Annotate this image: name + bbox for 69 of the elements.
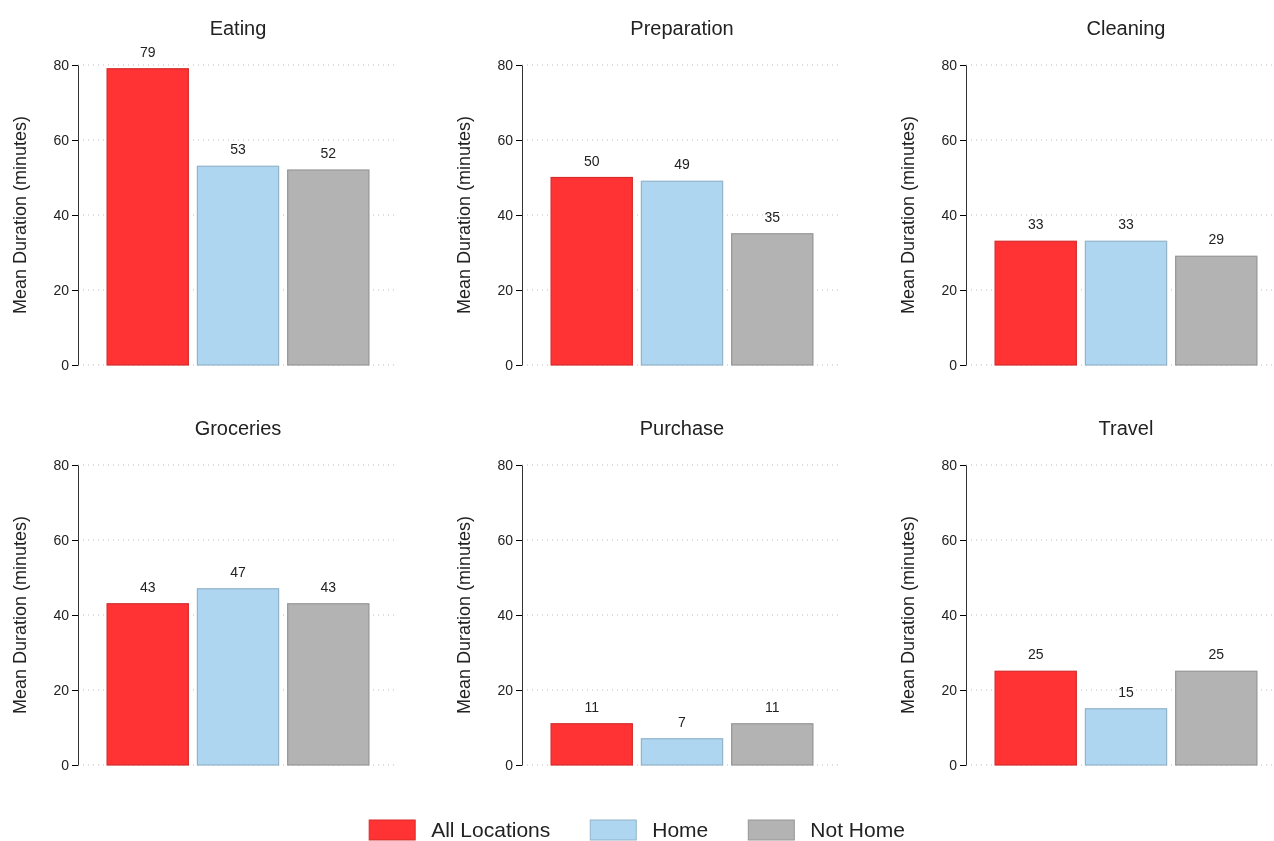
y-tick-label: 80 [53,456,70,473]
y-tick-label: 20 [497,281,514,298]
y-tick-label: 40 [497,606,514,623]
data-label: 25 [1027,646,1044,663]
y-tick-label: 0 [949,756,958,773]
data-label: 47 [230,563,246,580]
y-axis-title: Mean Duration (minutes) [454,115,474,315]
y-tick-label: 40 [941,606,958,623]
legend-label: Home [652,818,709,841]
y-tick-label: 80 [941,56,958,73]
y-tick-label: 20 [941,281,958,298]
chart-title: Preparation [630,17,734,39]
data-label: 33 [1118,216,1134,233]
y-axis-title: Mean Duration (minutes) [10,515,30,715]
data-label: 15 [1118,683,1134,700]
bar [640,180,724,366]
bar [550,176,633,366]
legend-label: All Locations [431,818,551,841]
data-label: 53 [230,141,246,158]
y-tick-label: 60 [497,131,514,148]
y-tick-label: 40 [53,606,70,623]
data-label: 50 [583,152,600,169]
y-tick-label: 0 [61,756,70,773]
y-tick-label: 40 [497,206,514,223]
y-tick-label: 60 [941,531,958,548]
y-axis-title: Mean Duration (minutes) [454,515,474,715]
bar [287,169,370,366]
data-label: 49 [674,156,690,173]
bar [731,233,814,366]
y-tick-label: 80 [497,456,514,473]
y-tick-label: 0 [61,356,70,373]
y-axis-title: Mean Duration (minutes) [898,115,918,315]
data-label: 43 [139,578,156,595]
y-tick-label: 0 [505,756,514,773]
y-tick-label: 60 [53,131,70,148]
y-tick-label: 40 [941,206,958,223]
chart-title: Purchase [639,417,725,439]
data-label: 11 [584,698,600,715]
y-tick-label: 20 [497,681,514,698]
chart-title: Cleaning [1086,17,1166,39]
y-tick-label: 80 [497,56,514,73]
data-label: 7 [678,713,687,730]
y-tick-label: 20 [53,281,70,298]
chart-title: Eating [209,17,267,39]
chart-title: Groceries [194,417,282,439]
data-label: 79 [139,43,156,60]
y-tick-label: 0 [949,356,958,373]
legend-label: Not Home [810,818,905,841]
y-tick-label: 60 [53,531,70,548]
y-tick-label: 20 [941,681,958,698]
y-axis-title: Mean Duration (minutes) [10,115,30,315]
y-tick-label: 60 [941,131,958,148]
data-label: 52 [320,145,337,161]
bar [196,165,280,366]
data-label: 25 [1208,646,1225,663]
y-tick-label: 80 [941,456,958,473]
chart-title: Travel [1098,417,1154,439]
y-tick-label: 0 [505,356,514,373]
data-label: 11 [765,698,780,715]
y-tick-label: 80 [53,56,70,73]
data-label: 29 [1208,231,1225,248]
data-label: 43 [320,578,337,595]
y-tick-label: 60 [497,531,514,548]
y-tick-label: 40 [53,206,70,223]
y-axis-title: Mean Duration (minutes) [898,515,918,715]
data-label: 33 [1027,216,1044,233]
data-label: 35 [764,208,781,225]
bar [106,68,189,366]
y-tick-label: 20 [53,681,70,698]
